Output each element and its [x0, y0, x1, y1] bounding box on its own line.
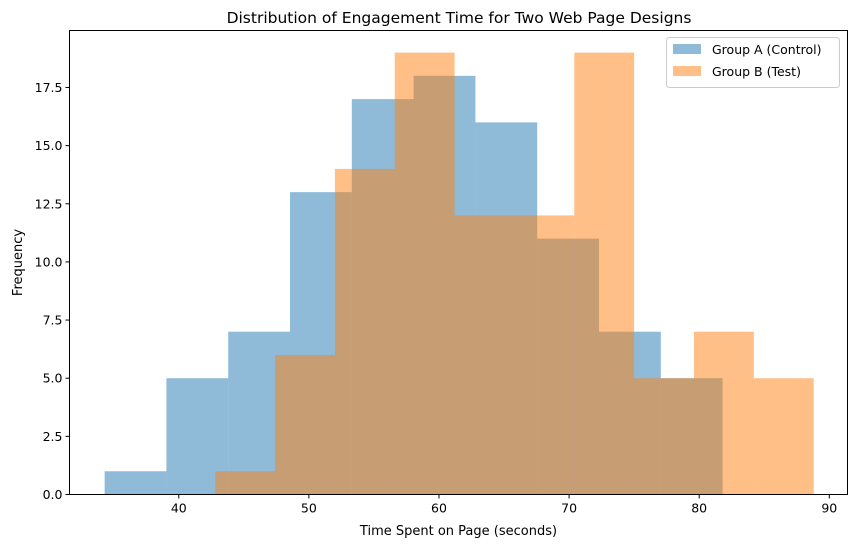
histogram-bar-group-b [394, 52, 455, 495]
x-tick-label: 80 [691, 501, 707, 516]
histogram-bar-group-b [574, 52, 635, 495]
x-tick-label: 70 [561, 501, 577, 516]
histogram-bar-group-b [514, 215, 575, 495]
y-tick-label: 12.5 [35, 196, 63, 211]
y-tick-label: 2.5 [43, 429, 63, 444]
y-axis-label: Frequency [11, 229, 26, 296]
legend-swatch-group-b [673, 66, 701, 76]
histogram-bar-group-b [753, 378, 814, 495]
histogram-bar-group-b [693, 331, 754, 495]
plot-frame [69, 30, 848, 495]
y-tick-label: 5.0 [43, 371, 63, 386]
histogram-bar-group-b [634, 378, 694, 495]
x-tick-label: 50 [301, 501, 317, 516]
histogram-bar-group-b [454, 215, 515, 495]
histogram-bar-group-a [104, 471, 167, 495]
y-tick-label: 17.5 [35, 80, 63, 95]
y-tick-label: 7.5 [43, 313, 63, 328]
y-tick-label: 0.0 [43, 487, 63, 502]
legend-label-group-b: Group B (Test) [712, 64, 801, 79]
chart-title: Distribution of Engagement Time for Two … [227, 9, 692, 27]
x-tick-label: 40 [171, 501, 187, 516]
legend-swatch-group-a [673, 44, 701, 54]
x-tick-label: 90 [821, 501, 837, 516]
legend-box [666, 37, 840, 88]
y-axis-ticks: 0.0 2.5 5.0 7.5 10.0 12.5 15.0 17.5 [35, 80, 70, 502]
legend-label-group-a: Group A (Control) [712, 42, 822, 57]
histogram-bars [104, 52, 814, 495]
y-tick-label: 10.0 [35, 254, 63, 269]
histogram-bar-group-b [215, 471, 276, 495]
legend: Group A (Control) Group B (Test) [666, 37, 840, 88]
histogram-bar-group-b [334, 168, 395, 495]
histogram-bar-group-b [275, 354, 335, 495]
x-tick-label: 60 [431, 501, 447, 516]
y-tick-label: 15.0 [35, 138, 63, 153]
x-axis-label: Time Spent on Page (seconds) [359, 524, 557, 539]
x-axis-ticks: 40 50 60 70 80 90 [171, 494, 837, 516]
